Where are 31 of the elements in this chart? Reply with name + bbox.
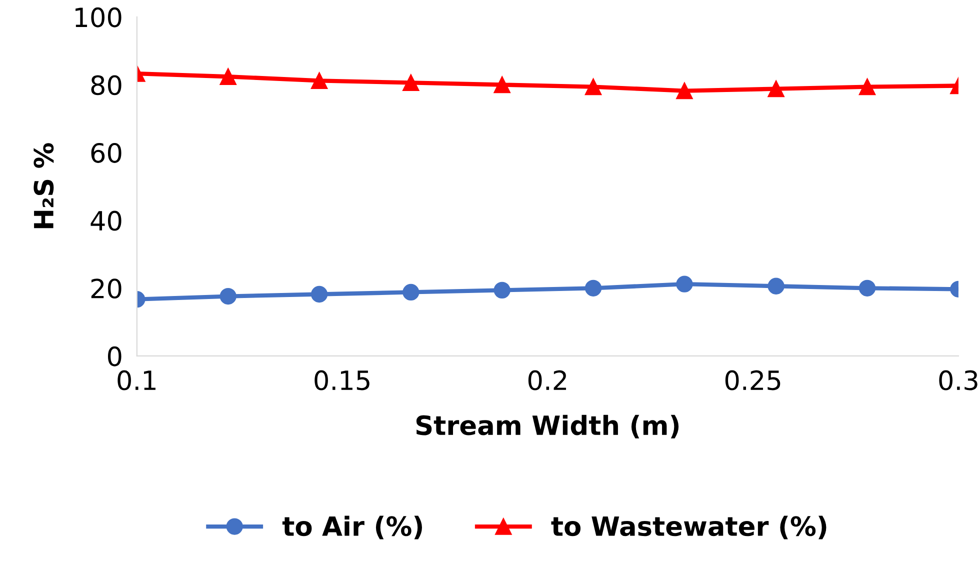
point bbox=[768, 278, 784, 294]
y-tick-label: 100 bbox=[76, 7, 122, 28]
legend-label: to Air (%) bbox=[282, 516, 422, 540]
point bbox=[402, 74, 420, 92]
point bbox=[858, 280, 876, 296]
y-tick-label: 60 bbox=[91, 142, 122, 163]
point bbox=[310, 286, 328, 303]
legend-label: to Wastewater (%) bbox=[551, 516, 826, 540]
y-tick-label: 80 bbox=[91, 75, 122, 96]
point bbox=[402, 284, 420, 301]
point bbox=[676, 276, 693, 292]
point bbox=[676, 82, 693, 100]
point bbox=[768, 80, 784, 98]
x-axis-title: Stream Width (m) bbox=[416, 414, 679, 438]
point bbox=[220, 68, 236, 85]
x-tick-label: 0.3 bbox=[939, 370, 978, 390]
x-tick-label: 0.2 bbox=[528, 370, 566, 390]
y-tick-label: 20 bbox=[91, 278, 122, 299]
point bbox=[584, 78, 602, 96]
point bbox=[310, 72, 328, 90]
y-axis-title: H₂S % bbox=[34, 143, 54, 228]
x-tick-label: 0.1 bbox=[118, 370, 156, 390]
point bbox=[494, 282, 510, 299]
x-tick-label: 0.25 bbox=[725, 370, 780, 390]
y-tick-label: 40 bbox=[90, 210, 122, 231]
point bbox=[858, 78, 876, 96]
point bbox=[584, 280, 602, 296]
y-tick-label: 0 bbox=[108, 346, 122, 366]
x-tick-label: 0.15 bbox=[314, 370, 370, 390]
point bbox=[220, 288, 236, 305]
point bbox=[494, 76, 510, 94]
